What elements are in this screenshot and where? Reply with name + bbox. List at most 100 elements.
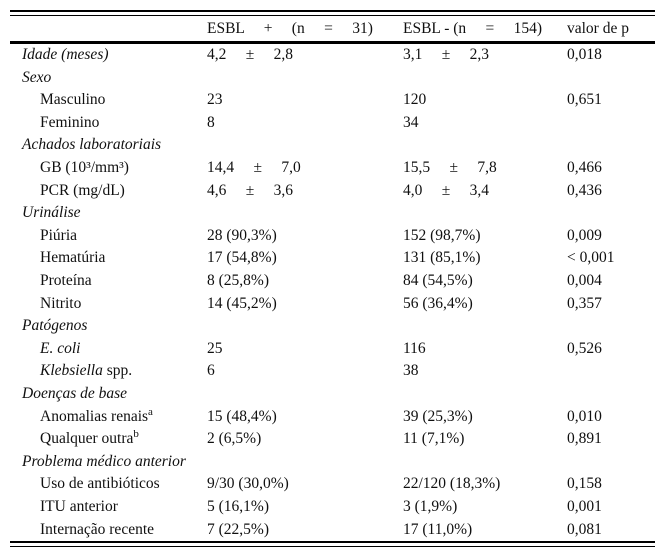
table-row: Internação recente 7 (22,5%) 17 (11,0%) … [10,518,655,541]
table-row: Qualquer outrab 2 (6,5%) 11 (7,1%) 0,891 [10,428,655,451]
row-label-italic: Patógenos [22,317,88,335]
row-label-text: ITU anterior [40,497,118,515]
row-label-italic: Sexo [22,68,52,86]
row-label-text: PCR (mg/dL) [40,181,125,199]
row-label: Sexo [10,68,207,86]
top-rule-thick [10,10,655,12]
header-esbl-positive: ESBL + (n = 31) [207,19,373,37]
row-label: Masculino [10,92,207,108]
esbl-negative-value: 3,1 ± 2,3 [403,46,490,64]
esbl-positive-value: 8 [207,113,215,131]
row-label: Proteína [10,273,207,289]
esbl-negative-value: 152 (98,7%) [403,226,481,244]
row-label: Klebsiella spp. [10,363,207,379]
header-esbl-negative: ESBL - (n = 154) [403,19,543,37]
table-row: Sexo [10,66,655,89]
p-value: 0,081 [567,520,602,538]
esbl-positive-value: 2 (6,5%) [207,430,262,448]
row-label: GB (10³/mm³) [10,160,207,176]
table-row: Doenças de base [10,382,655,405]
row-label-text: Qualquer outra [40,430,134,448]
esbl-positive-value: 8 (25,8%) [207,271,269,289]
esbl-negative-value: 56 (36,4%) [403,294,473,312]
table-row: Anomalias renaisa 15 (48,4%) 39 (25,3%) … [10,405,655,428]
comparison-table: ESBL + (n = 31) ESBL - (n = 154) valor d… [10,10,655,548]
esbl-positive-value: 14 (45,2%) [207,294,277,312]
table-body: Idade (meses) 4,2 ± 2,8 3,1 ± 2,3 0,018 … [10,44,655,541]
row-label: Hematúria [10,250,207,266]
esbl-negative-value: 84 (54,5%) [403,271,473,289]
row-label-italic: Urinálise [22,204,81,222]
table-row: Feminino 8 34 [10,111,655,134]
row-label-text: Anomalias renais [40,407,149,425]
table-row: Hematúria 17 (54,8%) 131 (85,1%) < 0,001 [10,247,655,270]
row-label: E. coli [10,341,207,357]
p-value: 0,436 [567,181,602,199]
row-label: Feminino [10,115,207,131]
p-value: 0,526 [567,339,602,357]
table-header-row: ESBL + (n = 31) ESBL - (n = 154) valor d… [10,16,655,41]
esbl-negative-value: 15,5 ± 7,8 [403,159,497,177]
row-label: PCR (mg/dL) [10,181,207,199]
esbl-negative-value: 39 (25,3%) [403,407,473,425]
top-rule-thin [10,15,655,16]
row-label: ITU anterior [10,499,207,515]
table-row: Klebsiella spp. 6 38 [10,360,655,383]
esbl-positive-value: 6 [207,362,215,380]
row-label: Piúria [10,228,207,244]
table-row: GB (10³/mm³) 14,4 ± 7,0 15,5 ± 7,8 0,466 [10,156,655,179]
row-label: Internação recente [10,520,207,538]
row-label-text: Nitrito [40,294,82,312]
row-label: Nitrito [10,294,207,312]
p-value: 0,001 [567,497,602,515]
table-row: Proteína 8 (25,8%) 84 (54,5%) 0,004 [10,269,655,292]
table-row: Problema médico anterior [10,450,655,473]
p-value: 0,004 [567,271,602,289]
esbl-negative-value: 11 (7,1%) [403,430,465,448]
esbl-negative-value: 116 [403,339,426,357]
table-row: E. coli 25 116 0,526 [10,337,655,360]
row-label-text: Hematúria [40,249,106,267]
table-row: Achados laboratoriais [10,134,655,157]
p-value: 0,651 [567,91,602,109]
row-label: Idade (meses) [10,47,207,63]
row-label-italic: Achados laboratoriais [22,136,162,154]
esbl-negative-value: 131 (85,1%) [403,249,481,267]
p-value: 0,009 [567,226,602,244]
esbl-negative-value: 34 [403,113,419,131]
row-label-text: GB (10³/mm³) [40,159,129,177]
table-row: Uso de antibióticos 9/30 (30,0%) 22/120 … [10,473,655,496]
row-label: Achados laboratoriais [10,137,207,153]
table-row: Patógenos [10,315,655,338]
esbl-negative-value: 38 [403,362,419,380]
row-label-text: Internação recente [40,520,155,538]
esbl-negative-value: 120 [403,91,427,109]
row-label-italic: Klebsiella [40,362,103,380]
header-separator-rule [10,41,655,44]
bottom-rule-thick [10,540,655,544]
row-label-text: Masculino [40,91,106,109]
row-label: Patógenos [10,318,207,334]
esbl-positive-value: 28 (90,3%) [207,226,277,244]
esbl-positive-value: 9/30 (30,0%) [207,475,289,493]
p-value: 0,010 [567,407,602,425]
p-value: < 0,001 [567,249,615,267]
p-value: 0,018 [567,46,602,64]
esbl-positive-value: 4,6 ± 3,6 [207,181,294,199]
row-label-italic: E. coli [40,339,81,357]
row-label: Anomalias renaisa [10,406,207,425]
row-label-text: Proteína [40,271,92,289]
esbl-negative-value: 22/120 (18,3%) [403,475,501,493]
header-p-value: valor de p [567,19,629,37]
bottom-rule-thin [10,546,655,548]
table-row: Piúria 28 (90,3%) 152 (98,7%) 0,009 [10,224,655,247]
table-row: Urinálise [10,202,655,225]
esbl-positive-value: 7 (22,5%) [207,520,269,538]
row-label-text: Uso de antibióticos [40,475,160,493]
esbl-positive-value: 25 [207,339,223,357]
p-value: 0,357 [567,294,602,312]
table-row: ITU anterior 5 (16,1%) 3 (1,9%) 0,001 [10,495,655,518]
row-label: Doenças de base [10,386,207,402]
esbl-positive-value: 4,2 ± 2,8 [207,46,294,64]
